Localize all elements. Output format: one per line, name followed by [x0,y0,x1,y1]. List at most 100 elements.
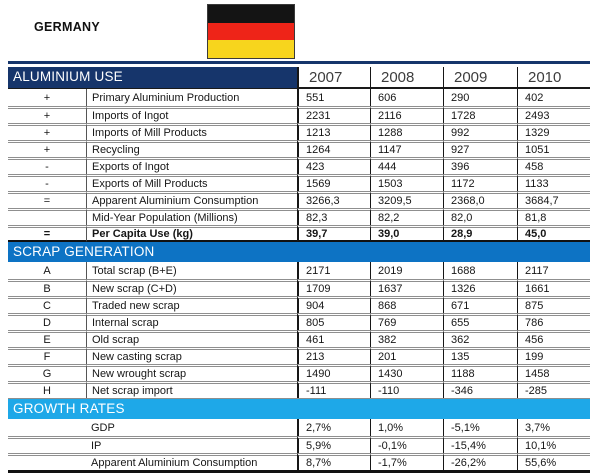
cell-2010: 199 [517,347,590,364]
cell-2010: 1051 [517,140,590,157]
row-label: Apparent Aluminium Consumption [86,191,297,208]
row-label: Imports of Ingot [86,106,297,123]
cell-2009: 992 [443,123,517,140]
row-symbol: = [8,191,86,208]
row-symbol: - [8,174,86,191]
table-row: + Primary Aluminium Production 551 606 290 40… [8,89,590,106]
table-header-row: ALUMINIUM USE 2007 2008 2009 2010 [8,67,590,89]
cell-2008: -1,7% [370,453,443,470]
year-header-2007: 2007 [297,67,370,88]
row-label: IP [86,436,297,453]
cell-2010: 1133 [517,174,590,191]
row-label: Per Capita Use (kg) [86,225,297,242]
cell-2008: 1503 [370,174,443,191]
cell-2008: 1,0% [370,419,443,436]
cell-2009: 1188 [443,364,517,381]
cell-2008: 2116 [370,106,443,123]
cell-2007: 1213 [297,123,370,140]
row-symbol [8,453,86,470]
row-label: Exports of Mill Products [86,174,297,191]
cell-2009: -15,4% [443,436,517,453]
row-symbol: G [8,364,86,381]
row-symbol: A [43,264,51,277]
row-label: GDP [91,421,115,434]
section-header-aluminium-use: ALUMINIUM USE [8,67,297,88]
cell-2010: 55,6% [517,453,590,470]
row-label: Recycling [86,140,297,157]
row-symbol [8,208,86,225]
cell-2010: 2493 [517,106,590,123]
cell-2009: 396 [443,157,517,174]
cell-2009: 135 [443,347,517,364]
cell-2007: 2231 [297,106,370,123]
cell-2008: 201 [370,347,443,364]
cell-2009: 1728 [443,106,517,123]
cell-2007: 904 [297,296,370,313]
cell-2010: 1329 [517,123,590,140]
scrap-generation-rows: A Total scrap (B+E) 2171 2019 1688 2117 B New s… [8,262,590,398]
table-row: IP 5,9% -0,1% -15,4% 10,1% [8,436,590,453]
cell-2010: 456 [517,330,590,347]
table-row: + Imports of Ingot 2231 2116 1728 2493 [8,106,590,123]
cell-2007: 461 [297,330,370,347]
cell-2010: 3,7% [517,419,590,436]
row-symbol: F [8,347,86,364]
cell-2007: -111 [297,381,370,398]
cell-2008: -110 [370,381,443,398]
cell-2009: 655 [443,313,517,330]
table-row: A Total scrap (B+E) 2171 2019 1688 2117 [8,262,590,279]
cell-2008: 82,2 [370,208,443,225]
cell-2009: -346 [443,381,517,398]
table-row: H Net scrap import -111 -110 -346 -285 [8,381,590,398]
cell-2010: 1458 [517,364,590,381]
row-label: Primary Aluminium Production [86,89,297,106]
cell-2009: 290 [443,89,517,106]
cell-2007: 8,7% [297,453,370,470]
table-row: = Per Capita Use (kg) 39,7 39,0 28,9 45,0 [8,225,590,242]
cell-2007: 1490 [297,364,370,381]
growth-rates-rows: GDP 2,7% 1,0% -5,1% 3,7% IP 5,9% -0,1% -15,4% 10,… [8,419,590,473]
table-row: G New wrought scrap 1490 1430 1188 1458 [8,364,590,381]
table-row: - Exports of Ingot 423 444 396 458 [8,157,590,174]
page-header: GERMANY [0,0,600,61]
cell-2010: 402 [517,89,590,106]
row-label: Exports of Ingot [86,157,297,174]
year-header-2009: 2009 [443,67,517,88]
cell-2008: 1430 [370,364,443,381]
cell-2008: 39,0 [370,225,443,242]
table-row: C Traded new scrap 904 868 671 875 [8,296,590,313]
row-symbol: + [8,123,86,140]
cell-2009: 927 [443,140,517,157]
row-symbol: + [8,106,86,123]
row-label: Old scrap [86,330,297,347]
row-symbol: H [8,381,86,398]
row-symbol [8,419,86,436]
cell-2007: 3266,3 [297,191,370,208]
cell-2010: 786 [517,313,590,330]
cell-2007: 213 [297,347,370,364]
row-label: Total scrap (B+E) [86,262,297,279]
year-header-2008: 2008 [370,67,443,88]
cell-2007: 2,7% [297,419,370,436]
aluminium-use-rows: + Primary Aluminium Production 551 606 290 40… [8,89,590,242]
cell-2009: 2368,0 [443,191,517,208]
cell-2010: 875 [517,296,590,313]
row-symbol: + [43,91,51,104]
row-label: New casting scrap [86,347,297,364]
cell-2007: 1264 [297,140,370,157]
country-data-table: ALUMINIUM USE 2007 2008 2009 2010 + Prima… [8,61,590,473]
row-label: Traded new scrap [86,296,297,313]
cell-2007: 1709 [297,279,370,296]
cell-2009: 82,0 [443,208,517,225]
cell-2007: 423 [297,157,370,174]
table-row: F New casting scrap 213 201 135 199 [8,347,590,364]
cell-2008: 1637 [370,279,443,296]
row-symbol: E [8,330,86,347]
table-row: - Exports of Mill Products 1569 1503 1172 113… [8,174,590,191]
cell-2009: 362 [443,330,517,347]
cell-2008: 868 [370,296,443,313]
row-label: Apparent Aluminium Consumption [86,453,297,470]
row-symbol [8,436,86,453]
cell-2010: 81,8 [517,208,590,225]
section-header-scrap-generation: SCRAP GENERATION [8,242,590,262]
